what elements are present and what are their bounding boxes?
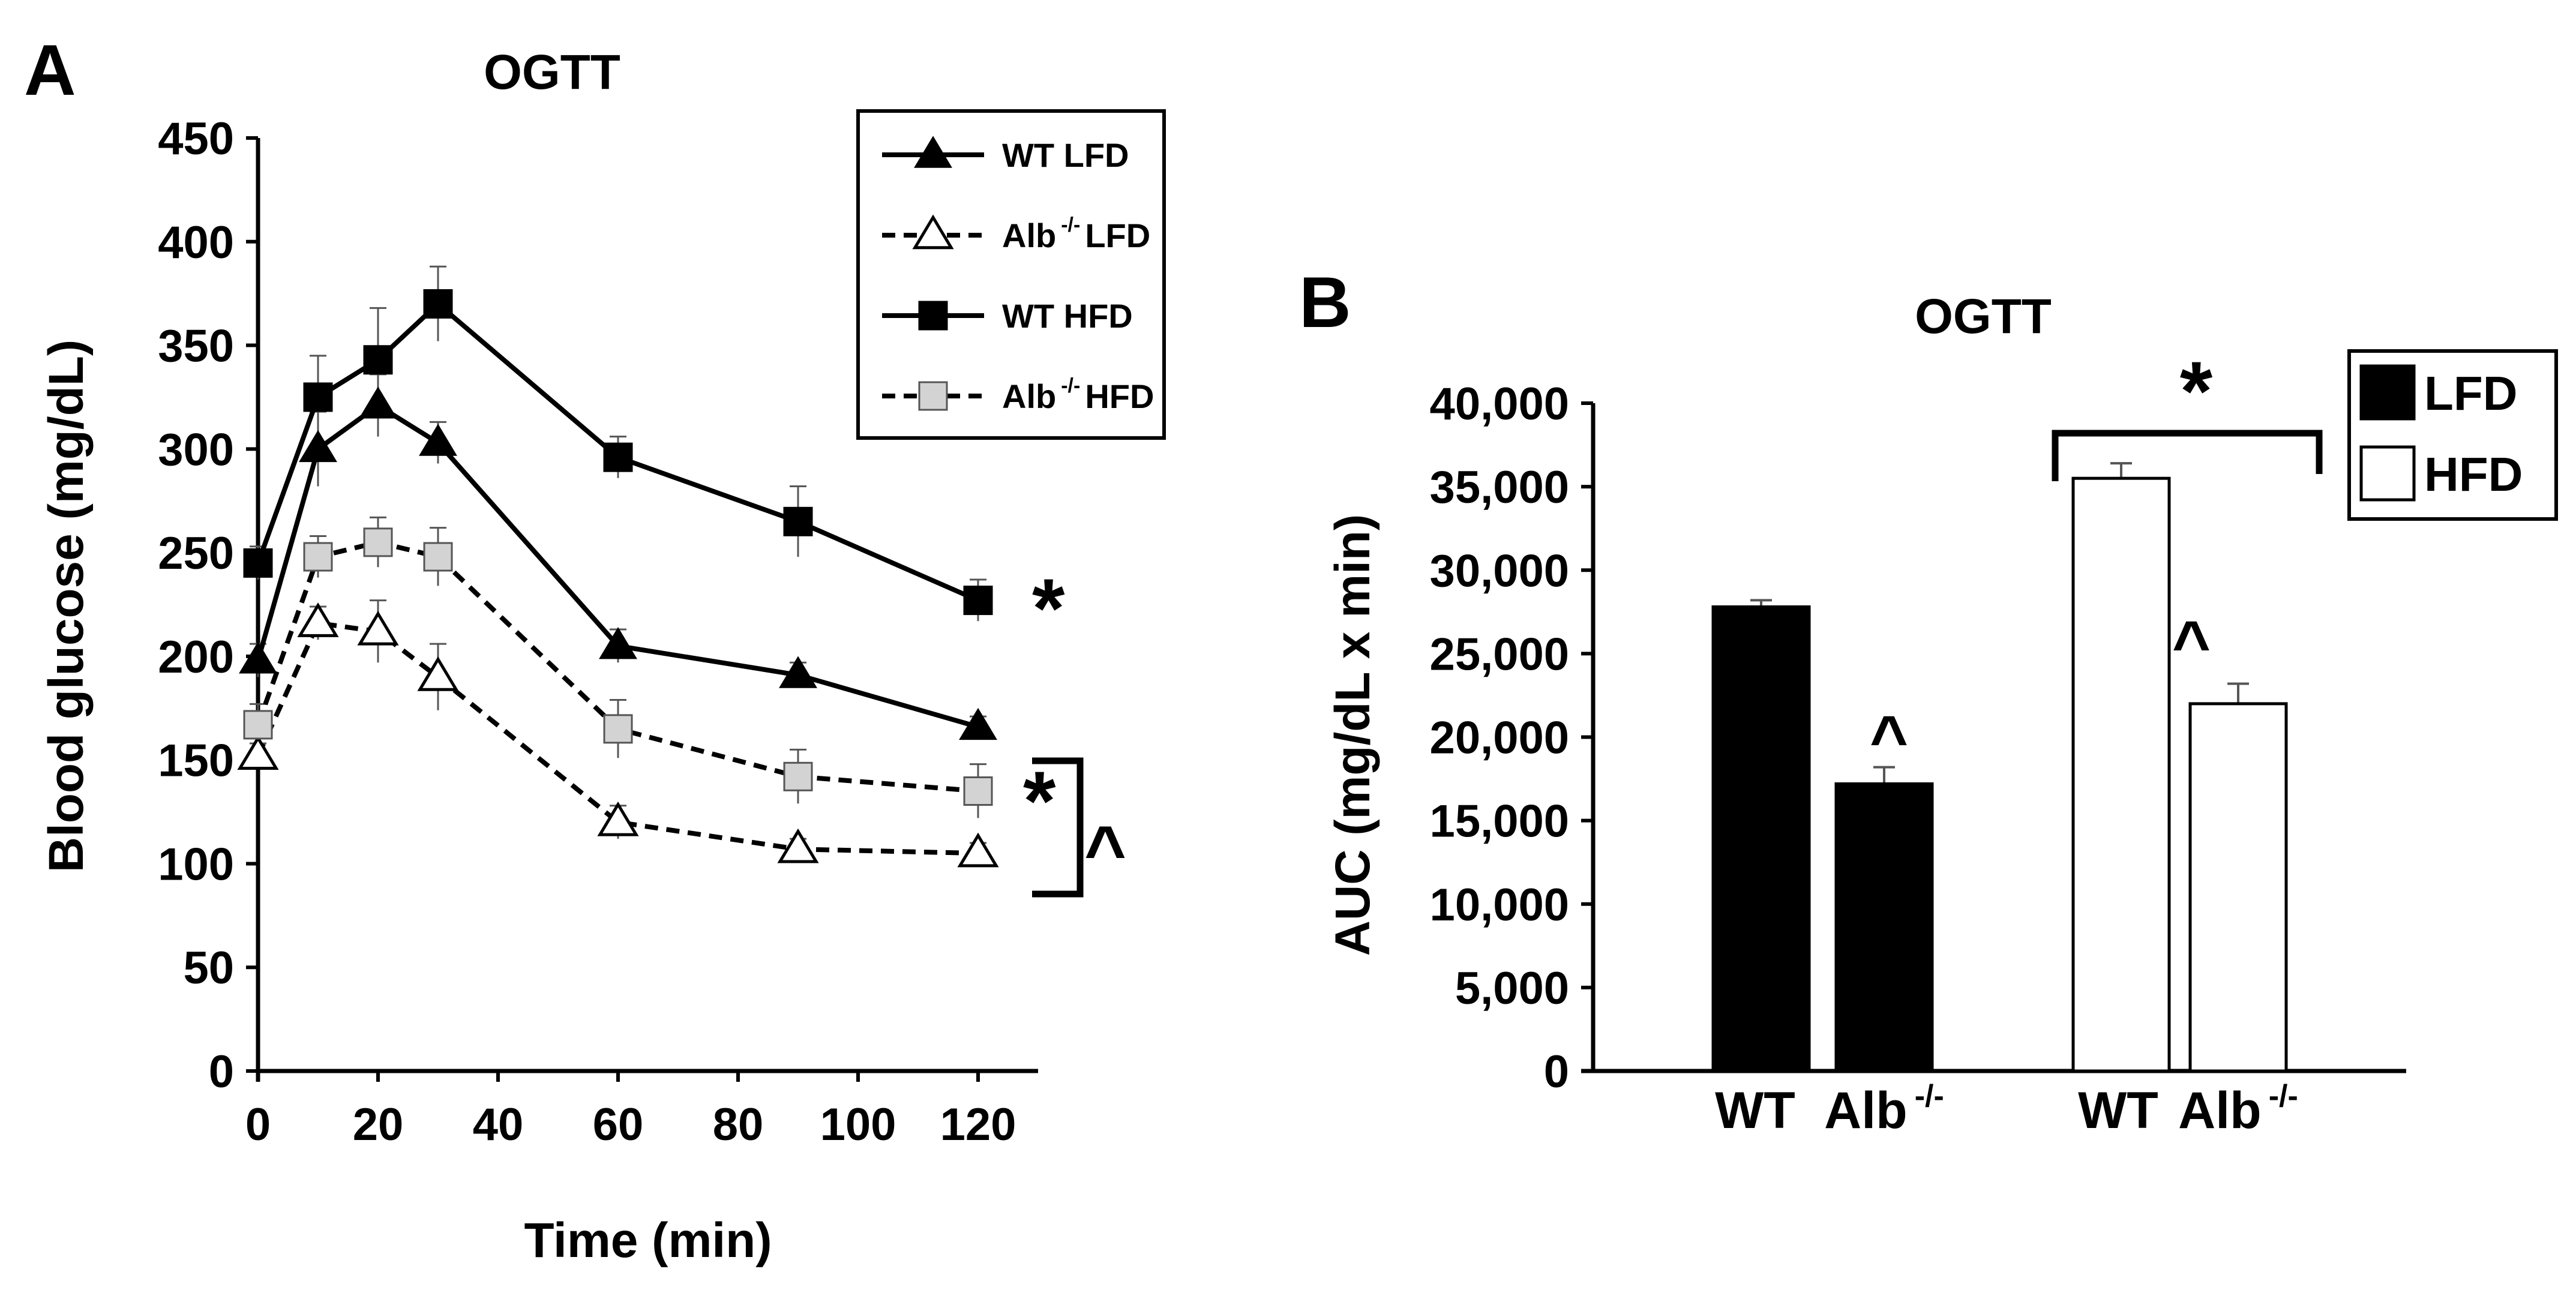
panel-a-x-tick-label: 20 [353,1099,404,1150]
data-point-alb-lfd [957,832,999,868]
panel-a-xlabel: Time (min) [524,1213,772,1268]
data-point-alb-lfd [597,801,639,836]
panel-b-y-tick-label: 5,000 [1455,963,1569,1014]
panel-b-legend: LFD HFD [2347,349,2558,521]
legend-swatch-lfd [2359,364,2416,421]
legend-marker-wt-hfd [918,301,948,331]
data-point-alb-hfd [963,776,993,806]
sig-star-hfd-vs-lfd: * [2180,344,2213,438]
data-point-wt-lfd [359,386,397,419]
data-point-wt-lfd [419,424,457,456]
data-point-wt-hfd [603,442,633,472]
data-point-alb-lfd [297,602,339,637]
legend-marker-wt-lfd [914,136,952,168]
panel-a-x-tick-label: 40 [473,1099,524,1150]
category-label: WT [1715,1082,1795,1139]
panel-a-y-tick-label: 350 [158,321,234,372]
bar-lfd-wt [1711,605,1811,1073]
panel-a-y-tick-label: 200 [158,632,234,683]
data-point-alb-lfd [237,735,279,770]
panel-b-y-tick-label: 15,000 [1430,796,1569,847]
legend-label-wt-lfd: WT LFD [1002,136,1129,174]
panel-a-x-tick-label: 0 [245,1099,271,1150]
data-point-alb-lfd [357,610,399,646]
legend-marker-alb-hfd [918,381,948,411]
panel-a-y-tick-label: 50 [183,943,234,994]
data-point-alb-lfd [417,656,459,691]
data-point-wt-hfd [963,586,993,616]
sig-star-wt-hfd-vs-lfd: * [1032,561,1065,655]
data-point-alb-lfd [777,828,819,863]
legend-swatch-hfd [2359,445,2416,502]
data-point-alb-hfd [603,714,633,744]
data-point-wt-hfd [243,548,273,578]
legend-label-lfd: LFD [2424,367,2518,420]
panel-b-y-tick-label: 0 [1544,1046,1569,1097]
panel-a-title: OGTT [484,45,620,100]
data-point-wt-lfd [959,707,997,740]
panel-a-x-tick-label: 80 [713,1099,764,1150]
sig-caret-genotype: ^ [1084,811,1126,892]
legend-label-alb-lfd: Alb -/- LFD [1002,214,1150,254]
sig-bracket-a [1032,757,1084,898]
legend-label-wt-hfd: WT HFD [1002,297,1133,335]
sig-bracket-b [2052,430,2323,481]
panel-a-y-tick-label: 400 [158,217,234,268]
data-point-alb-hfd [783,761,813,791]
data-point-alb-hfd [303,542,333,572]
panel-b-axes: 0 5,000 10,000 15,000 20,000 25,000 30,000 35,0… [1430,379,2406,1097]
panel-b: B OGTT AUC (mg/dL x min) 0 5,000 10,000 15,… [1299,262,2558,1139]
panel-a-ylabel: Blood glucose (mg/dL) [39,340,94,872]
data-point-alb-hfd [423,542,453,572]
panel-b-ylabel: AUC (mg/dL x min) [1326,514,1380,956]
data-point-wt-hfd [423,289,453,319]
sig-caret-wt-alb-hfd: ^ [2172,608,2211,682]
data-point-wt-hfd [363,345,393,375]
panel-a-letter: A [24,30,76,110]
sig-caret-wt-alb-lfd: ^ [1870,703,1908,776]
legend-label-hfd: HFD [2424,448,2523,501]
panel-a-x-tick-label: 120 [940,1099,1016,1150]
bar-hfd-wt [2071,476,2171,1073]
category-label: WT [2078,1082,2158,1139]
data-point-wt-hfd [783,506,813,536]
panel-b-y-tick-label: 20,000 [1430,713,1569,764]
panel-a-y-tick-label: 100 [158,839,234,890]
sig-star-alb-hfd-vs-lfd: * [1023,754,1056,848]
panel-b-y-tick-label: 35,000 [1430,462,1569,513]
panel-a-y-tick-label: 300 [158,424,234,475]
panel-b-bars [1711,462,2288,1073]
data-point-wt-lfd [299,430,337,463]
panel-b-category-labels: WT Alb -/- WT Alb -/- [1715,1079,2298,1139]
panel-a-y-tick-label: 250 [158,528,234,579]
data-point-wt-lfd [599,627,637,659]
data-point-wt-lfd [779,656,817,688]
panel-b-title: OGTT [1915,289,2052,344]
panel-a-x-tick-label: 100 [820,1099,896,1150]
category-label: Alb -/- [2178,1079,2298,1139]
panel-b-letter: B [1299,262,1351,343]
data-point-wt-hfd [303,382,333,412]
data-point-wt-lfd [239,641,277,674]
data-point-alb-hfd [243,710,273,740]
panel-b-y-tick-label: 40,000 [1430,379,1569,430]
panel-a-y-tick-label: 0 [209,1046,234,1097]
panel-a-y-tick-label: 450 [158,113,234,164]
category-label: Alb -/- [1824,1079,1944,1139]
panel-a-markers [237,289,999,868]
panel-b-y-tick-label: 10,000 [1430,880,1569,931]
panel-a: A OGTT Blood glucose (mg/dL) Time (min) … [24,30,1166,1268]
panel-b-y-tick-label: 30,000 [1430,545,1569,596]
panel-a-y-tick-label: 150 [158,736,234,787]
legend-marker-alb-lfd [912,214,954,250]
bar-hfd-alb [2188,702,2288,1073]
panel-b-y-tick-label: 25,000 [1430,629,1569,680]
panel-a-x-tick-label: 60 [593,1099,644,1150]
bar-lfd-alb [1834,782,1934,1073]
data-point-alb-hfd [363,527,393,557]
panel-a-axes: 0 50 100 150 200 250 300 350 400 450 0 20 40 60 80 100 1… [158,113,1038,1150]
